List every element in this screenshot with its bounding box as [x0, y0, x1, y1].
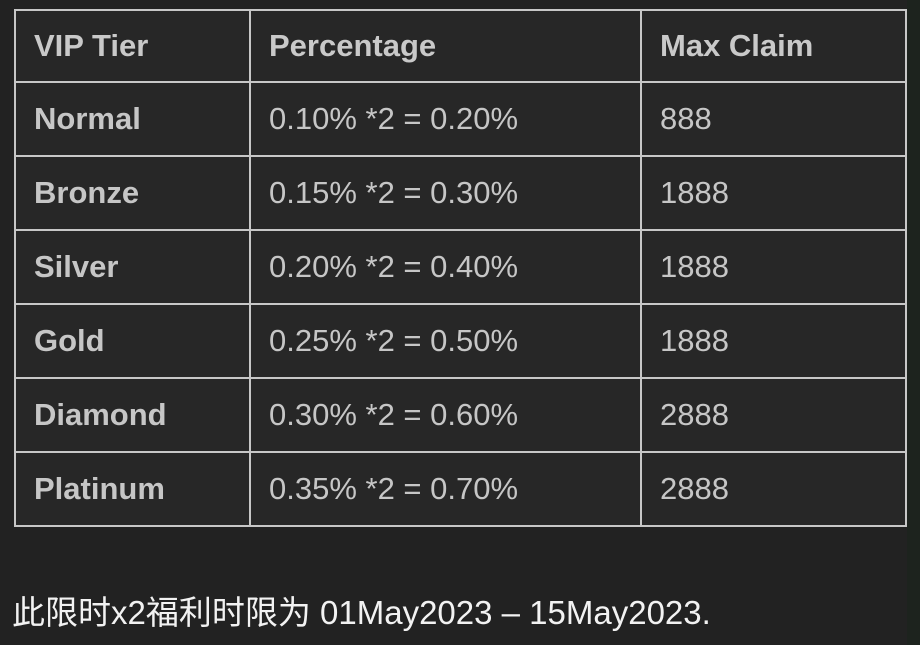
table-row: Bronze 0.15% *2 = 0.30% 1888: [14, 155, 907, 231]
table-row: Platinum 0.35% *2 = 0.70% 2888: [14, 451, 907, 527]
promo-period-note: 此限时x2福利时限为 01May2023 – 15May2023.: [12, 594, 711, 631]
column-header-percentage: Percentage: [249, 9, 642, 83]
cell-max-claim: 1888: [640, 155, 907, 231]
cell-percentage: 0.25% *2 = 0.50%: [249, 303, 642, 379]
table-row: Diamond 0.30% *2 = 0.60% 2888: [14, 377, 907, 453]
column-header-vip-tier: VIP Tier: [14, 9, 251, 83]
cell-max-claim: 2888: [640, 377, 907, 453]
cell-tier: Normal: [14, 81, 251, 157]
cell-max-claim: 888: [640, 81, 907, 157]
table-header-row: VIP Tier Percentage Max Claim: [14, 9, 907, 83]
cell-tier: Platinum: [14, 451, 251, 527]
cell-percentage: 0.10% *2 = 0.20%: [249, 81, 642, 157]
cell-percentage: 0.35% *2 = 0.70%: [249, 451, 642, 527]
table-row: Normal 0.10% *2 = 0.20% 888: [14, 81, 907, 157]
cell-tier: Diamond: [14, 377, 251, 453]
cell-tier: Bronze: [14, 155, 251, 231]
page-edge-strip: [907, 0, 920, 645]
cell-percentage: 0.15% *2 = 0.30%: [249, 155, 642, 231]
cell-tier: Silver: [14, 229, 251, 305]
cell-max-claim: 1888: [640, 303, 907, 379]
cell-max-claim: 1888: [640, 229, 907, 305]
cell-percentage: 0.20% *2 = 0.40%: [249, 229, 642, 305]
cell-percentage: 0.30% *2 = 0.60%: [249, 377, 642, 453]
table-row: Silver 0.20% *2 = 0.40% 1888: [14, 229, 907, 305]
cell-tier: Gold: [14, 303, 251, 379]
cell-max-claim: 2888: [640, 451, 907, 527]
vip-tier-table: VIP Tier Percentage Max Claim Normal 0.1…: [14, 9, 907, 527]
column-header-max-claim: Max Claim: [640, 9, 907, 83]
table-row: Gold 0.25% *2 = 0.50% 1888: [14, 303, 907, 379]
